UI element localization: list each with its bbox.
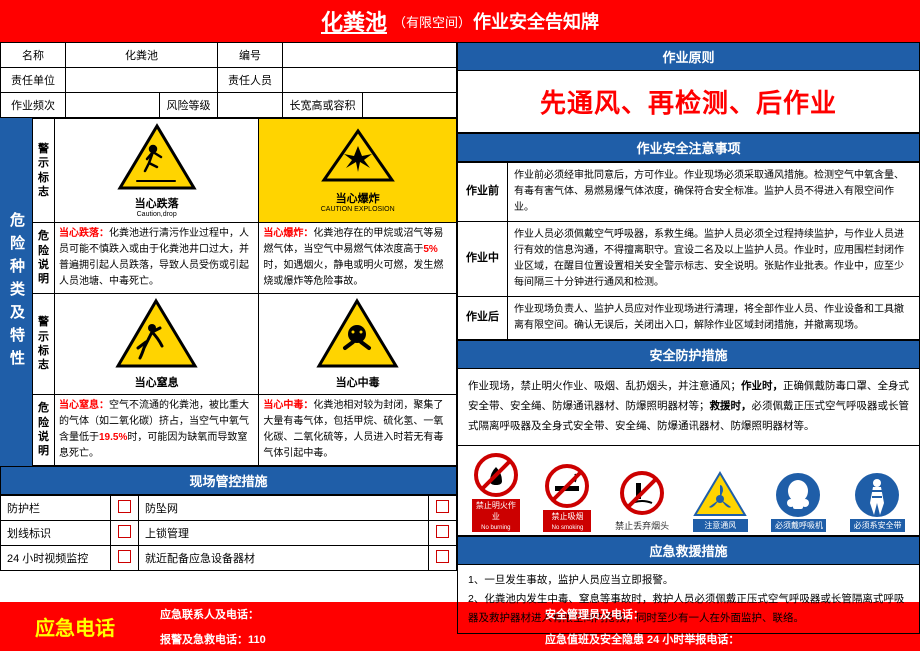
info-label: 责任单位 [1,68,66,93]
desc-label: 危险说明 [37,401,50,458]
ctl-label: 划线标识 [1,521,111,546]
warn-sign-fall: 当心跌落 Caution,drop [55,119,259,223]
sign-label: 警示标志 [37,142,50,199]
left-column: 名称 化粪池 编号 责任单位 责任人员 作业频次 风险等级 长宽高或容积 [0,42,457,602]
ctl-label: 上锁管理 [139,521,429,546]
safety-belt-icon: 必须系安全带 [850,471,905,532]
prohibit-fire-icon: 禁止明火作业No burning [472,451,520,532]
principle-text: 先通风、再检测、后作业 [457,71,920,133]
header-bar: 化粪池 （有限空间） 作业安全告知牌 [0,0,920,42]
ctl-label: 就近配备应急设备器材 [139,546,429,571]
checkbox[interactable] [429,546,457,571]
sign-label: 警示标志 [37,315,50,372]
info-label: 风险等级 [160,93,218,118]
phase-label: 作业中 [458,222,508,297]
protect-head: 安全防护措施 [457,340,920,369]
info-value [66,93,160,118]
safety-board: 化粪池 （有限空间） 作业安全告知牌 名称 化粪池 编号 责任单位 责任人员 [0,0,920,651]
info-value [283,68,457,93]
principle-head: 作业原则 [457,42,920,71]
info-label: 作业频次 [1,93,66,118]
info-label: 编号 [218,43,283,68]
prohibit-butt-icon: 禁止丢弃烟头 [615,469,669,532]
warn-sign-poison: 当心中毒 [259,294,457,395]
checkbox[interactable] [429,521,457,546]
protect-text: 作业现场，禁止明火作业、吸烟、乱扔烟头，并注意通风；作业时，正确佩戴防毒口罩、全… [457,369,920,446]
ctl-label: 防护栏 [1,496,111,521]
footer-bar: 应急电话 应急联系人及电话： 安全管理员及电话： 报警及急救电话：110 应急值… [0,602,920,651]
control-table: 防护栏 防坠网 划线标识 上锁管理 24 小时视频监控 就近配备应急设备器材 [0,495,457,571]
ventilation-icon: 注意通风 [693,471,748,532]
hazard-desc: 当心窒息：空气不流通的化粪池，被比重大的气体（如二氧化碳）挤占，当空气中氧气含量… [55,395,259,466]
info-label: 责任人员 [218,68,283,93]
prohibit-smoke-icon: 禁止吸烟No smoking [543,462,591,532]
hazard-desc: 当心爆炸：化粪池存在的甲烷或沼气等易燃气体，当空气中易燃气体浓度高于5%时，如遇… [259,223,457,294]
checkbox[interactable] [111,546,139,571]
footer-cell: 应急联系人及电话： [150,602,535,627]
hazard-section: 危险种类及特性 警示标志 当心跌落 Caution,drop 当心爆炸 [0,118,457,466]
desc-label: 危险说明 [37,229,50,286]
hazard-desc: 当心中毒：化粪池相对较为封闭，聚集了大量有毒气体，包括甲烷、硫化氢、一氧化碳、二… [259,395,457,466]
rescue-head: 应急救援措施 [457,536,920,565]
hazard-desc: 当心跌落：化粪池进行清污作业过程中，人员可能不慎跌入或由于化粪池井口过大，并普遍… [55,223,259,294]
warn-sign-explosion: 当心爆炸 CAUTION EXPLOSION [259,119,457,223]
phase-label: 作业后 [458,297,508,340]
info-value: 化粪池 [66,43,218,68]
hazard-table: 警示标志 当心跌落 Caution,drop 当心爆炸 CAUTION EXPL… [32,118,457,466]
header-suffix: 作业安全告知牌 [473,8,599,34]
footer-cell: 应急值班及安全隐患 24 小时举报电话： [535,627,920,651]
checkbox[interactable] [429,496,457,521]
header-title: 化粪池 [321,5,387,37]
phase-text: 作业人员必须佩戴空气呼吸器，系救生绳。监护人员必须全过程持续监护，与作业人员进行… [508,222,920,297]
info-table: 名称 化粪池 编号 责任单位 责任人员 作业频次 风险等级 长宽高或容积 [0,42,457,118]
ctl-label: 防坠网 [139,496,429,521]
respirator-icon: 必须戴呼吸机 [771,471,826,532]
icons-row: 禁止明火作业No burning 禁止吸烟No smoking 禁止丢弃烟头 注… [457,446,920,536]
phase-label: 作业前 [458,163,508,222]
info-label: 长宽高或容积 [283,93,363,118]
ctl-label: 24 小时视频监控 [1,546,111,571]
phase-table: 作业前作业前必须经审批同意后，方可作业。作业现场必须采取通风措施。检测空气中氧含… [457,162,920,340]
hazard-vstrip: 危险种类及特性 [0,118,32,466]
checkbox[interactable] [111,496,139,521]
info-value [283,43,457,68]
phase-text: 作业现场负责人、监护人员应对作业现场进行清理，将全部作业人员、作业设备和工具撤离… [508,297,920,340]
info-value [66,68,218,93]
right-column: 作业原则 先通风、再检测、后作业 作业安全注意事项 作业前作业前必须经审批同意后… [457,42,920,602]
info-label: 名称 [1,43,66,68]
caution-head: 作业安全注意事项 [457,133,920,162]
info-value [363,93,457,118]
footer-cell: 报警及急救电话：110 [150,627,535,651]
emergency-phone-label: 应急电话 [0,602,150,651]
info-value [218,93,283,118]
checkbox[interactable] [111,521,139,546]
control-head: 现场管控措施 [0,466,457,495]
header-paren: （有限空间） [393,12,471,31]
footer-cell: 安全管理员及电话： [535,602,920,627]
phase-text: 作业前必须经审批同意后，方可作业。作业现场必须采取通风措施。检测空气中氧含量、有… [508,163,920,222]
warn-sign-suffocation: 当心窒息 [55,294,259,395]
